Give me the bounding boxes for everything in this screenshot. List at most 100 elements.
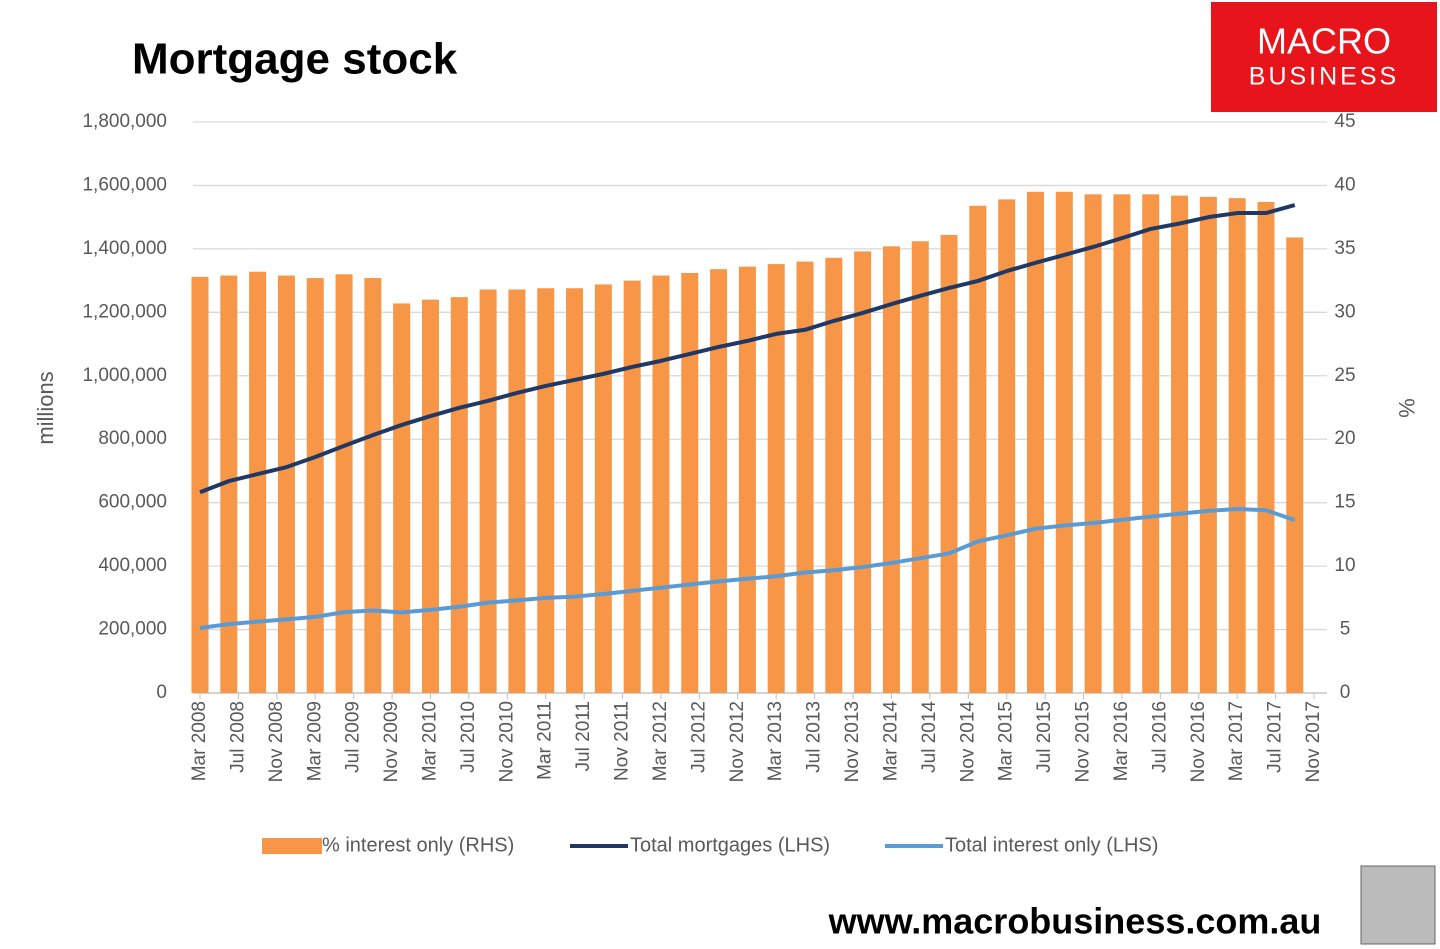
bar [277, 275, 295, 693]
x-tick-label: Mar 2014 [880, 701, 901, 782]
bar [710, 269, 728, 693]
bar [998, 199, 1016, 693]
y-tick-label: 800,000 [98, 428, 167, 449]
bar [681, 272, 699, 693]
x-tick-label: Mar 2015 [996, 701, 1017, 781]
bar [393, 303, 411, 693]
fox-image [1360, 865, 1436, 945]
bar [969, 205, 987, 693]
bar [508, 289, 526, 693]
chart-title: Mortgage stock [132, 35, 458, 84]
x-tick-label: Mar 2013 [765, 701, 786, 781]
bar [796, 261, 814, 693]
y-tick-label: 200,000 [98, 619, 167, 640]
bar [191, 276, 209, 693]
bar [1228, 198, 1246, 693]
bar [220, 275, 238, 693]
bar [249, 271, 267, 693]
y2-tick-label: 15 [1334, 492, 1355, 513]
x-tick-label: Mar 2016 [1111, 701, 1132, 781]
bar [882, 246, 900, 693]
bar [1257, 201, 1275, 693]
y2-tick-label: 30 [1334, 301, 1355, 322]
bar [652, 275, 670, 693]
bar [940, 234, 958, 694]
x-tick-label: Jul 2008 [227, 701, 248, 773]
bar [1113, 194, 1131, 693]
x-tick-label: Jul 2016 [1149, 701, 1170, 773]
legend-label: % interest only (RHS) [322, 834, 514, 856]
x-tick-label: Jul 2014 [919, 701, 940, 773]
bar [306, 278, 324, 693]
x-tick-label: Nov 2016 [1188, 701, 1209, 782]
x-tick-label: Nov 2012 [727, 701, 748, 782]
x-tick-label: Mar 2017 [1226, 701, 1247, 781]
legend-label: Total mortgages (LHS) [630, 834, 830, 856]
bar [854, 251, 872, 693]
y-axis-label: millions [33, 371, 58, 444]
y-tick-label: 1,000,000 [82, 365, 167, 386]
x-tick-label: Mar 2008 [189, 701, 210, 781]
line [199, 507, 1296, 630]
bar [825, 257, 843, 693]
bar [566, 288, 584, 693]
bar [623, 280, 641, 693]
y-tick-label: 600,000 [98, 492, 167, 513]
bar [1084, 194, 1102, 693]
y-tick-label: 0 [156, 682, 167, 703]
x-tick-label: Nov 2015 [1073, 701, 1094, 782]
bar [911, 241, 929, 693]
y2-tick-label: 35 [1334, 238, 1355, 259]
x-tick-label: Jul 2015 [1034, 701, 1055, 773]
legend-swatch [262, 838, 322, 854]
y-tick-label: 1,400,000 [82, 238, 167, 259]
x-tick-label: Jul 2012 [688, 701, 709, 773]
x-tick-label: Nov 2017 [1303, 701, 1324, 782]
bar [1027, 191, 1044, 694]
y-tick-label: 1,200,000 [82, 301, 167, 322]
bar [1171, 195, 1189, 693]
x-tick-label: Mar 2012 [650, 701, 671, 781]
x-tick-label: Mar 2009 [304, 701, 325, 781]
y2-axis-label: % [1394, 398, 1419, 418]
x-tick-label: Nov 2013 [842, 701, 863, 782]
y2-tick-label: 0 [1340, 682, 1351, 703]
logo-text: BUSINESS [1249, 63, 1399, 91]
x-tick-label: Nov 2008 [266, 701, 287, 782]
x-tick-label: Jul 2010 [458, 701, 479, 773]
x-tick-label: Jul 2011 [573, 701, 594, 771]
x-tick-label: Nov 2010 [496, 701, 517, 782]
bar [1055, 191, 1073, 694]
y-tick-label: 400,000 [98, 555, 167, 576]
x-tick-label: Nov 2014 [957, 701, 978, 783]
x-tick-label: Nov 2011 [612, 701, 633, 781]
line [199, 203, 1296, 495]
bar [364, 278, 382, 693]
logo-box [1211, 2, 1437, 112]
bar [738, 266, 756, 693]
logo-text: MACRO [1257, 21, 1391, 62]
y2-tick-label: 25 [1334, 365, 1355, 386]
bar [421, 299, 439, 693]
bar [594, 284, 612, 693]
x-tick-label: Nov 2009 [381, 701, 402, 782]
bar [450, 297, 468, 693]
bar [1199, 196, 1217, 693]
bar [767, 264, 785, 693]
y2-tick-label: 20 [1334, 428, 1355, 449]
x-tick-label: Mar 2010 [419, 701, 440, 781]
x-tick-label: Mar 2011 [535, 701, 556, 780]
bar [479, 289, 497, 693]
y-tick-label: 1,800,000 [82, 111, 167, 132]
y-tick-label: 1,600,000 [82, 174, 167, 195]
bar [537, 288, 555, 693]
x-tick-label: Jul 2013 [804, 701, 825, 773]
bar [1286, 237, 1304, 694]
y2-tick-label: 10 [1334, 555, 1355, 576]
footer: www.macrobusiness.com.au [828, 901, 1322, 942]
legend-label: Total interest only (LHS) [945, 834, 1158, 856]
x-tick-label: Jul 2009 [343, 701, 364, 773]
bar [1142, 194, 1160, 693]
y2-tick-label: 5 [1340, 619, 1351, 640]
